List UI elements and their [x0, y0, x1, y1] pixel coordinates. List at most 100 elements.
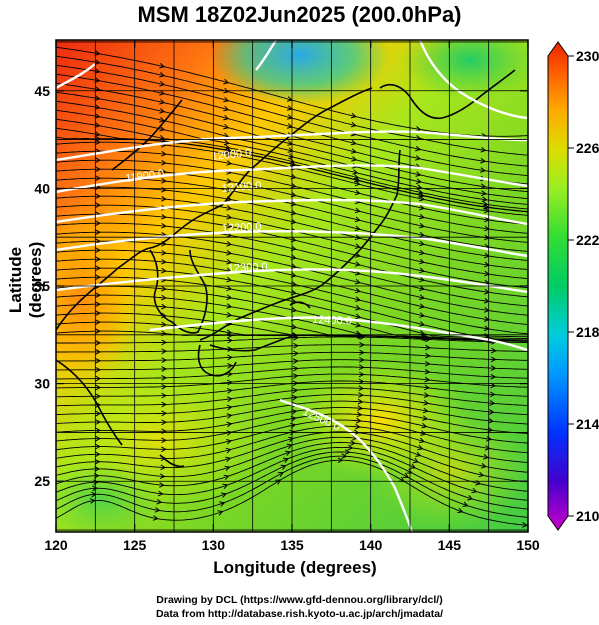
streamline-arrow [421, 422, 428, 429]
streamline [56, 387, 528, 407]
streamline-arrow [354, 252, 361, 258]
streamline-arrow [161, 195, 167, 202]
streamline-arrow [95, 202, 101, 209]
streamline-arrow [354, 423, 361, 430]
streamline-arrow [226, 404, 233, 411]
streamline-arrow [94, 113, 101, 119]
streamline-arrow [354, 243, 361, 249]
streamline [56, 213, 528, 289]
streamline-arrow [92, 485, 98, 492]
streamline-arrow [161, 410, 168, 417]
streamline-arrow [95, 193, 101, 200]
streamline-arrow [471, 487, 478, 494]
streamline-arrow [161, 285, 167, 292]
streamline-arrow [226, 332, 233, 339]
streamline-arrow [95, 357, 102, 364]
streamline [56, 159, 528, 234]
streamline-arrow [353, 173, 360, 180]
streamline-arrow [288, 153, 295, 159]
streamline-arrow [354, 287, 361, 294]
streamline-arrow [292, 373, 299, 379]
streamline-arrow [419, 267, 426, 274]
streamline-arrow [462, 501, 469, 507]
streamline-arrow [402, 472, 409, 478]
streamline-arrow [227, 337, 234, 344]
streamline-arrow [95, 265, 101, 272]
contour-line [56, 130, 528, 162]
streamline-arrow [154, 507, 161, 513]
streamline-arrow [419, 276, 426, 283]
streamline-arrow [490, 356, 497, 363]
streamline-arrow [161, 321, 167, 328]
streamline-arrow [223, 87, 230, 94]
streamline-arrow [419, 240, 426, 247]
streamline-arrow [157, 490, 164, 497]
streamline-arrow [292, 365, 299, 372]
streamline-arrow [223, 78, 230, 85]
streamline-arrow [292, 394, 298, 401]
streamline-arrow [224, 465, 231, 472]
streamline-arrow [347, 444, 354, 451]
streamline [56, 413, 528, 444]
streamline-arrow [94, 77, 101, 83]
streamline-arrow [424, 360, 431, 367]
y-tick-label: 45 [34, 83, 50, 99]
x-axis-label: Longitude (degrees) [213, 558, 377, 577]
streamline-arrow [95, 292, 101, 299]
contour-label: 12100.0 [221, 180, 262, 195]
y-tick-label: 25 [34, 473, 50, 489]
contour-label: 12300.0 [228, 261, 268, 275]
streamline-arrow [350, 121, 357, 128]
streamline-arrow [95, 139, 101, 146]
streamline-arrow [159, 473, 166, 480]
streamline-arrow [354, 225, 361, 232]
streamline-arrow [226, 250, 233, 256]
streamline-arrow [419, 204, 426, 211]
streamline [56, 177, 528, 252]
streamline-arrow [415, 178, 422, 184]
streamline-arrow [482, 201, 489, 207]
streamline-arrow [491, 347, 497, 354]
streamline-arrow [282, 457, 289, 463]
streamline-arrow [424, 384, 431, 391]
streamline-arrow [225, 456, 232, 463]
streamline-arrow [419, 294, 426, 300]
streamline-arrow [359, 357, 365, 363]
streamline-arrow [160, 464, 167, 471]
streamline-arrow [275, 479, 282, 485]
streamline-arrow [220, 492, 227, 498]
streamline-arrow [159, 126, 166, 132]
streamline-arrow [415, 451, 422, 457]
streamline-arrow [289, 158, 296, 164]
contour-line [56, 268, 528, 294]
streamline-arrow [226, 258, 233, 265]
streamline-arrow [161, 213, 167, 220]
streamline-arrow [226, 396, 233, 402]
streamline [56, 373, 528, 389]
streamline-arrow [159, 99, 166, 105]
streamline-arrow [159, 63, 166, 69]
streamline [56, 150, 528, 225]
streamline-arrow [161, 419, 168, 426]
streamline-arrow [278, 472, 284, 478]
streamline-arrow [285, 450, 291, 456]
streamline-arrow [158, 482, 165, 488]
streamline-arrow [292, 358, 299, 365]
streamline-arrow [457, 507, 464, 514]
streamline-arrow [161, 267, 167, 274]
streamline [56, 222, 528, 298]
streamline-arrow [424, 376, 431, 383]
streamline-arrow [480, 167, 486, 173]
streamline-arrow [478, 471, 485, 478]
streamline-arrow [156, 498, 163, 505]
streamline-arrow [161, 375, 168, 381]
streamline-arrow [161, 258, 167, 265]
x-tick-label: 150 [516, 537, 540, 553]
streamline-arrow [94, 122, 101, 128]
streamline-arrow [417, 444, 424, 451]
streamline-arrow [423, 400, 430, 406]
streamline-arrow [358, 392, 364, 398]
streamline-arrow [357, 398, 364, 405]
streamline-arrow [223, 96, 230, 103]
streamline-arrow [290, 263, 297, 269]
